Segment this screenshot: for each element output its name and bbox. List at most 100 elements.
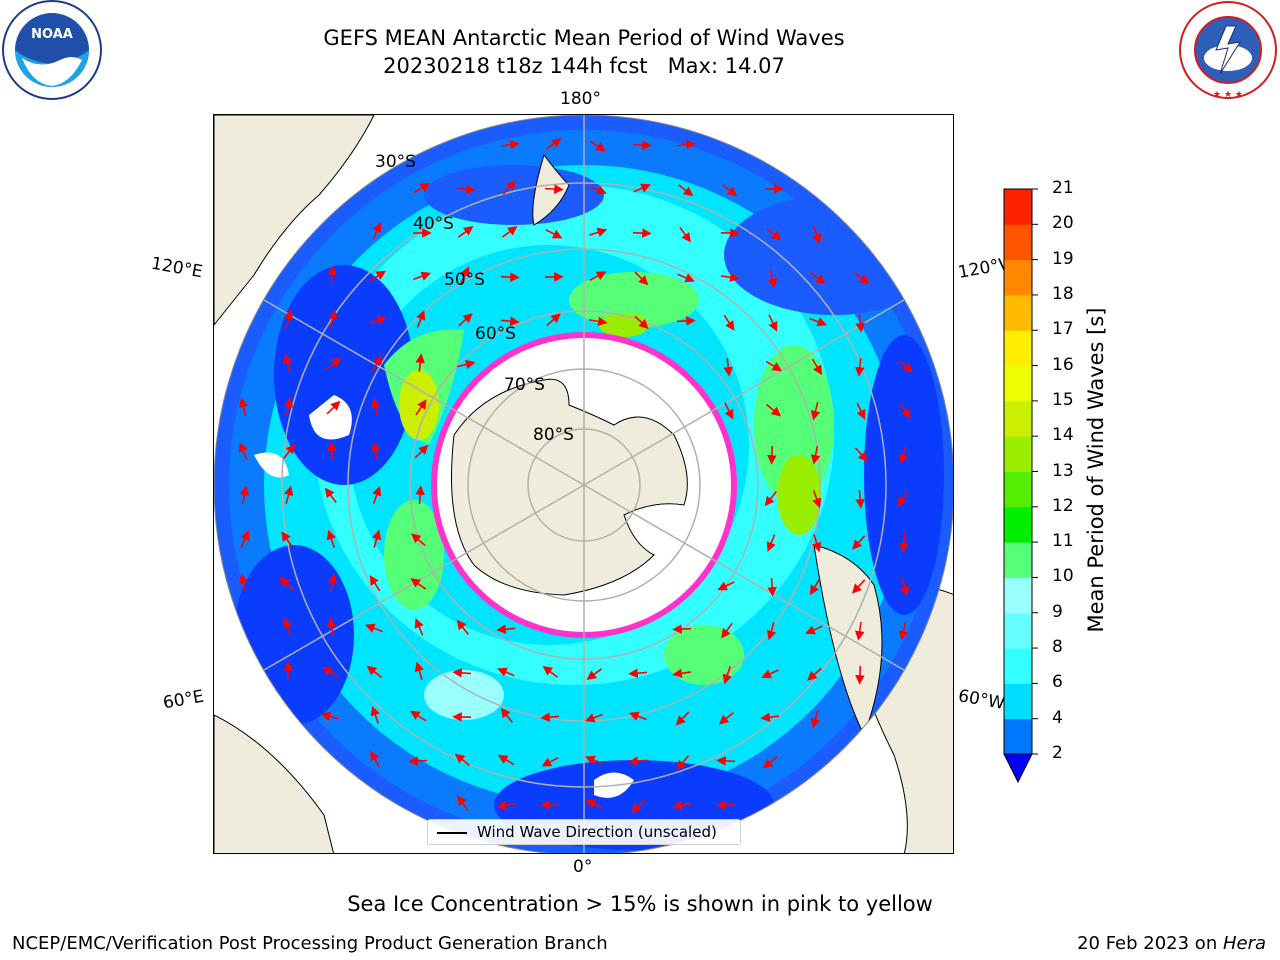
wind-wave-arrow: [628, 756, 648, 767]
wind-wave-arrow: [809, 578, 821, 596]
wind-wave-arrow: [856, 402, 866, 420]
wind-wave-arrow: [369, 270, 387, 282]
wind-wave-arrow: [721, 184, 738, 197]
wind-wave-arrow: [414, 661, 424, 680]
colorbar-cell: [1004, 577, 1032, 614]
wind-wave-arrow: [723, 357, 734, 377]
wind-wave-arrow: [413, 271, 432, 281]
wind-wave-arrow: [585, 755, 603, 765]
wind-wave-arrow: [589, 185, 607, 195]
wind-wave-arrow: [500, 139, 520, 150]
wind-wave-arrow: [762, 755, 778, 769]
wind-wave-arrow: [546, 313, 561, 327]
wind-wave-arrow: [721, 622, 733, 639]
wind-wave-arrow: [282, 617, 292, 636]
colorbar-tick-label: 14: [1052, 425, 1074, 446]
wind-wave-arrow: [328, 309, 338, 328]
wind-wave-arrow: [370, 441, 381, 461]
wind-wave-arrow: [767, 270, 778, 289]
wind-wave-arrow: [761, 669, 779, 679]
wind-wave-arrow: [502, 180, 517, 195]
wind-wave-arrow: [279, 577, 294, 591]
lat-label-30s: 30°S: [375, 152, 416, 172]
wind-wave-arrow: [410, 710, 427, 722]
colorbar-cell: [1004, 294, 1032, 331]
wind-wave-arrow: [898, 446, 909, 465]
wind-wave-arrow: [586, 668, 603, 681]
svg-text:★ ★ ★: ★ ★ ★: [1213, 90, 1243, 100]
colorbar-cell: [1004, 400, 1032, 437]
sea-ice-note: Sea Ice Concentration > 15% is shown in …: [347, 892, 933, 916]
wind-wave-arrow: [677, 184, 694, 197]
wind-wave-arrow: [326, 617, 337, 637]
wind-wave-arrow: [371, 355, 383, 372]
wind-wave-arrow: [589, 227, 608, 237]
footer-host: Hera: [1222, 933, 1266, 954]
lat-label-60s: 60°S: [475, 324, 516, 344]
colorbar-cell: [1004, 648, 1032, 684]
wind-wave-arrow: [805, 625, 823, 635]
lat-label-70s: 70°S: [504, 375, 545, 395]
colorbar-cell: [1004, 224, 1032, 261]
wind-wave-arrow: [408, 756, 428, 766]
colorbar-tick-label: 21: [1052, 178, 1074, 198]
lat-label-50s: 50°S: [444, 270, 485, 290]
wind-wave-arrow: [677, 273, 695, 283]
colorbar-cell: [1004, 330, 1032, 367]
wind-wave-arrow: [456, 184, 476, 195]
wind-wave-arrow: [854, 447, 868, 462]
wind-wave-arrow: [452, 668, 472, 678]
wind-wave-arrow: [500, 316, 520, 327]
wind-wave-arrow: [628, 711, 647, 721]
wind-wave-arrow: [370, 705, 380, 724]
wind-wave-arrow: [238, 397, 249, 416]
wind-wave-arrow: [545, 229, 563, 239]
chart-title: GEFS MEAN Antarctic Mean Period of Wind …: [323, 26, 845, 50]
wind-wave-arrow: [239, 485, 250, 505]
wind-wave-arrow: [410, 578, 427, 590]
chart-subtitle: 20230218 t18z 144h fcst Max: 14.07: [383, 54, 785, 78]
wind-wave-arrow: [326, 400, 341, 415]
colorbar-tick-label: 18: [1052, 283, 1074, 304]
lon-label-120e: 120°E: [149, 253, 205, 283]
wind-wave-arrow: [371, 529, 382, 548]
wind-wave-arrow: [767, 577, 777, 597]
wind-wave-arrow: [899, 533, 909, 553]
noaa-logo: NOAA: [2, 0, 102, 100]
wind-wave-arrow: [853, 272, 870, 284]
wind-wave-arrow: [897, 360, 914, 373]
wind-wave-arrow: [899, 402, 911, 419]
wind-wave-arrow: [460, 266, 470, 284]
colorbar-cell: [1004, 612, 1032, 649]
wind-wave-arrow: [542, 665, 559, 678]
wind-wave-arrow: [898, 621, 909, 641]
wind-wave-arrow: [541, 757, 559, 767]
wind-wave-arrow: [372, 485, 382, 504]
polar-map[interactable]: [213, 114, 954, 854]
wind-wave-arrow: [411, 533, 426, 547]
wind-wave-arrow: [327, 265, 338, 285]
colorbar-label: Mean Period of Wind Waves [s]: [1084, 307, 1108, 633]
colorbar-cell: [1004, 683, 1032, 720]
wind-wave-arrow: [458, 313, 473, 327]
wind-wave-arrow: [852, 535, 866, 550]
lon-label-180: 180°: [560, 89, 601, 109]
wind-wave-arrow: [415, 485, 425, 505]
colorbar-tick-label: 11: [1052, 531, 1074, 552]
wind-wave-arrow: [414, 618, 424, 636]
wind-wave-arrow: [457, 795, 469, 812]
colorbar-cell: [1004, 718, 1032, 755]
wind-wave-arrow: [320, 711, 339, 722]
wind-wave-arrow: [634, 315, 649, 330]
wind-wave-arrow: [240, 530, 250, 548]
wind-wave-arrow: [238, 442, 248, 460]
wind-wave-arrow: [632, 228, 652, 238]
wind-wave-arrow: [584, 713, 603, 723]
wind-wave-arrow: [322, 666, 339, 678]
wind-wave-arrow: [718, 711, 734, 725]
colorbar-tick-label: 8: [1052, 637, 1063, 658]
wind-wave-arrow: [854, 621, 865, 641]
wind-wave-arrow: [810, 402, 821, 421]
wind-wave-arrow: [545, 138, 562, 150]
wind-wave-arrow: [540, 800, 560, 810]
